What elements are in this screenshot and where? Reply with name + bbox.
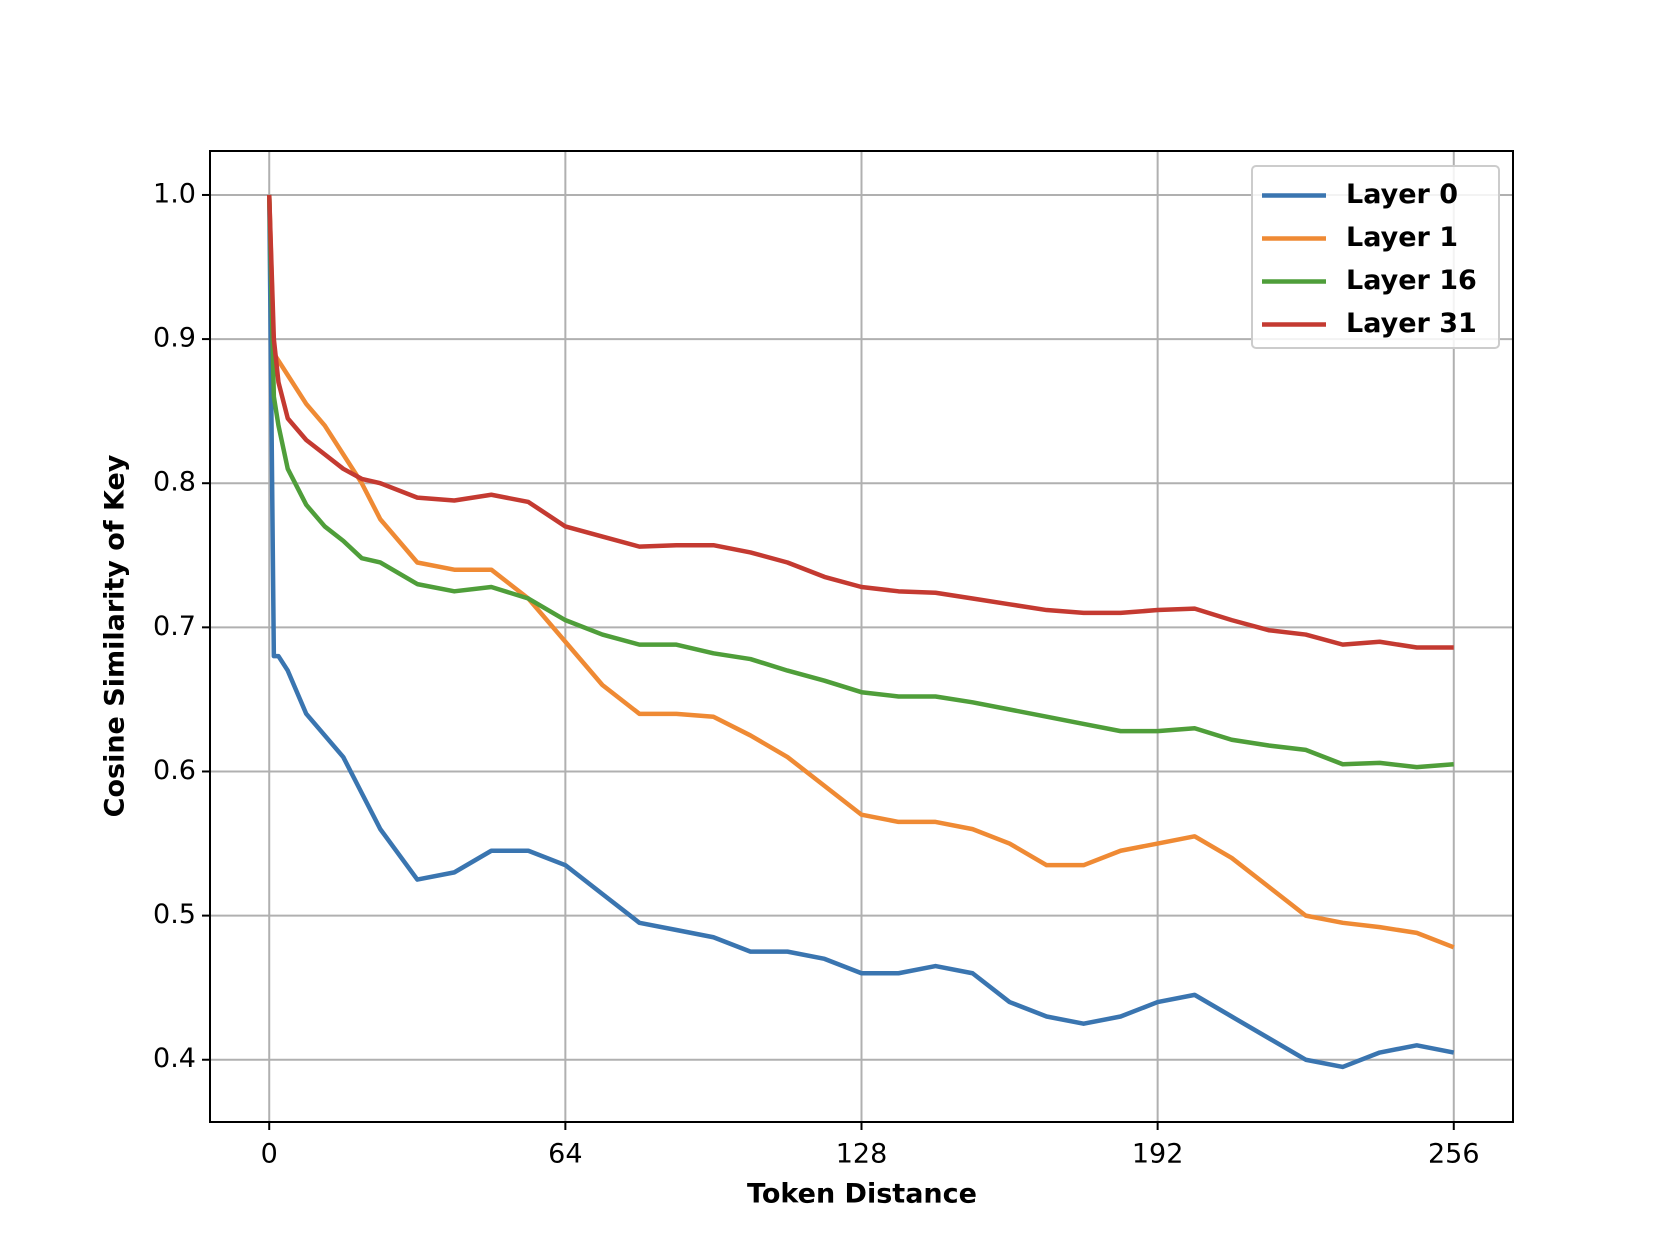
- y-tick-label: 0.8: [153, 467, 196, 498]
- x-tick-label: 192: [1132, 1139, 1184, 1170]
- legend-label: Layer 1: [1346, 222, 1458, 253]
- x-tick-label: 64: [548, 1139, 582, 1170]
- plot-frame: [209, 150, 1514, 1123]
- y-tick-label: 0.5: [153, 899, 196, 930]
- legend-label: Layer 31: [1346, 308, 1477, 339]
- x-tick-label: 0: [261, 1139, 278, 1170]
- legend-label: Layer 0: [1346, 179, 1458, 210]
- legend-label: Layer 16: [1346, 265, 1477, 296]
- y-axis-label: Cosine Similarity of Key: [100, 454, 131, 817]
- x-tick-label: 256: [1428, 1139, 1480, 1170]
- y-tick-label: 0.4: [153, 1043, 196, 1074]
- x-axis-label: Token Distance: [747, 1179, 977, 1210]
- series-line: [266, 194, 1454, 650]
- y-tick-label: 0.9: [153, 323, 196, 354]
- series-line: [266, 194, 1455, 1070]
- series-line: [266, 194, 1454, 770]
- series-line: [266, 194, 1455, 950]
- y-tick-label: 0.7: [153, 611, 196, 642]
- legend-box: [1251, 165, 1500, 349]
- x-tick-label: 128: [836, 1139, 888, 1170]
- y-tick-label: 1.0: [153, 178, 196, 209]
- y-tick-label: 0.6: [153, 755, 196, 786]
